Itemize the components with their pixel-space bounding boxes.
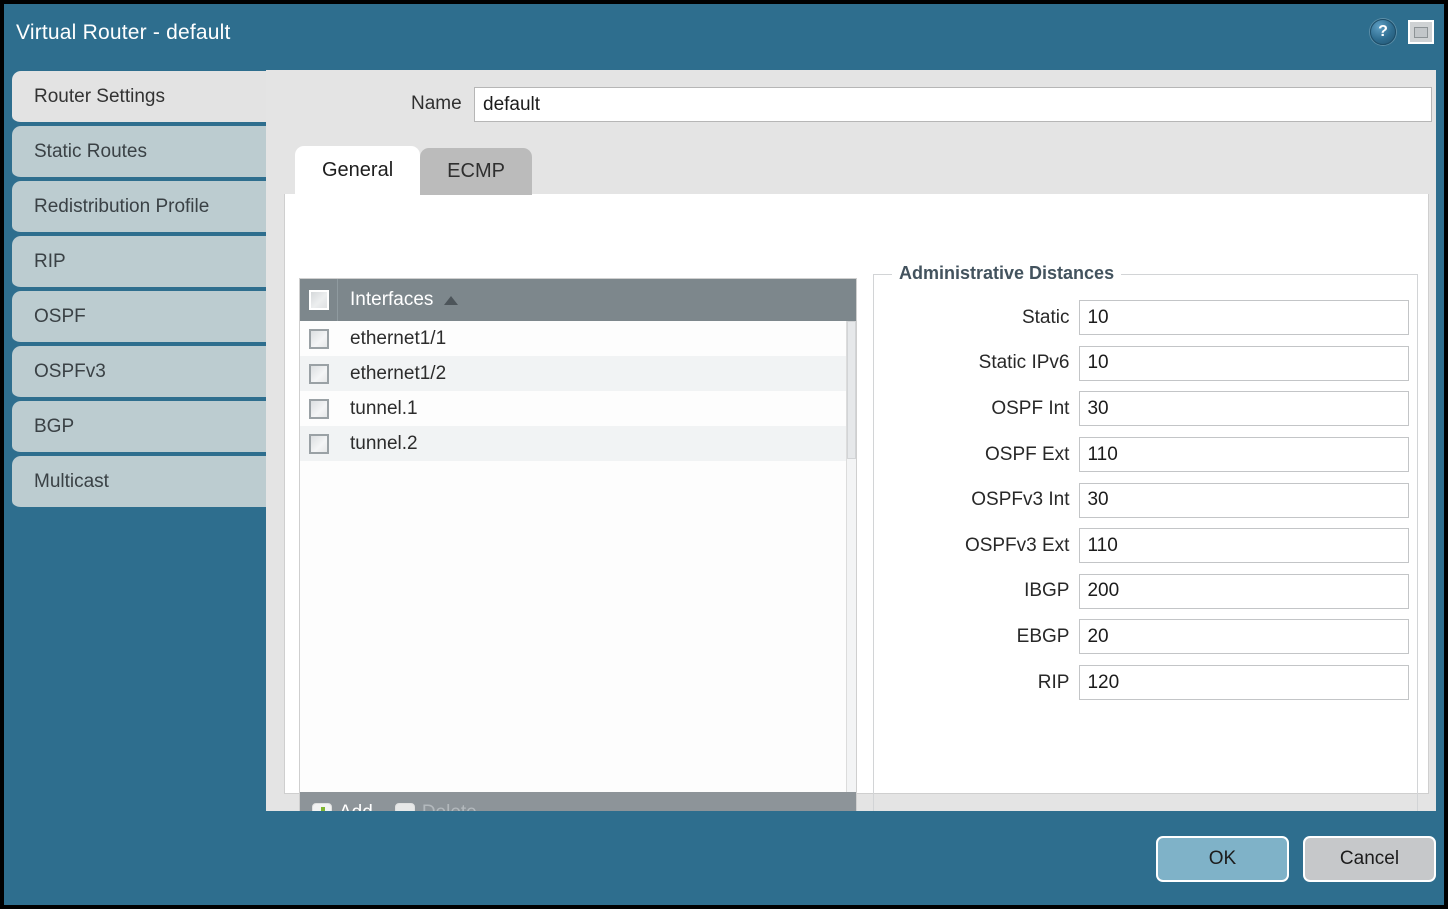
ok-button[interactable]: OK <box>1156 836 1289 882</box>
field-row-ospf-ext: OSPF Ext <box>874 432 1409 478</box>
help-icon-glyph: ? <box>1378 23 1388 40</box>
field-label: Static <box>1021 306 1070 328</box>
select-all-checkbox[interactable] <box>308 290 329 310</box>
row-checkbox[interactable] <box>309 398 329 419</box>
sidebar-item-static-routes[interactable]: Static Routes <box>12 126 266 180</box>
sidebar-item-label: BGP <box>34 415 75 437</box>
table-row[interactable]: tunnel.1 <box>300 391 846 426</box>
interfaces-table: Interfaces ethernet1/1 <box>299 278 857 835</box>
rip-distance-input[interactable] <box>1079 665 1409 701</box>
interface-name: tunnel.1 <box>350 397 418 419</box>
field-row-static-ipv6: Static IPv6 <box>874 341 1409 387</box>
sidebar-item-label: Router Settings <box>34 85 165 107</box>
sidebar-item-bgp[interactable]: BGP <box>12 401 266 455</box>
field-label: OSPF Ext <box>985 443 1070 465</box>
dialog-content: Name General ECMP Interfaces <box>266 70 1436 835</box>
field-label: RIP <box>1037 671 1070 693</box>
virtual-router-dialog: Virtual Router - default ? Router Settin… <box>4 4 1444 905</box>
dialog-title-bar: Virtual Router - default ? <box>4 4 1444 70</box>
field-label: Static IPv6 <box>978 352 1070 374</box>
administrative-distances-legend: Administrative Distances <box>892 263 1122 284</box>
interface-name: tunnel.2 <box>350 432 418 454</box>
interfaces-table-header: Interfaces <box>300 279 856 321</box>
row-checkbox[interactable] <box>309 328 329 349</box>
name-input[interactable] <box>474 87 1432 122</box>
sidebar-item-ospf[interactable]: OSPF <box>12 291 266 345</box>
interface-name: ethernet1/1 <box>350 327 447 349</box>
cancel-button[interactable]: Cancel <box>1303 836 1436 882</box>
scrollbar-thumb[interactable] <box>847 321 856 459</box>
ok-button-label: OK <box>1208 848 1237 869</box>
dialog-footer-buttons: OK Cancel <box>1156 836 1436 882</box>
name-label: Name <box>411 93 462 114</box>
general-tab-panel: Interfaces ethernet1/1 <box>284 194 1429 835</box>
tab-general[interactable]: General <box>295 146 421 195</box>
ospf-int-distance-input[interactable] <box>1079 391 1409 427</box>
row-checkbox[interactable] <box>309 433 329 454</box>
select-all-cell <box>300 279 338 321</box>
column-header-label: Interfaces <box>350 289 434 310</box>
administrative-distances-group: Administrative Distances Static Static I… <box>873 263 1418 835</box>
sidebar-item-label: Static Routes <box>34 140 147 162</box>
field-label: OSPFv3 Ext <box>964 534 1070 556</box>
ebgp-distance-input[interactable] <box>1079 619 1409 655</box>
row-checkbox[interactable] <box>309 363 329 384</box>
table-row[interactable]: ethernet1/1 <box>300 321 846 356</box>
ospfv3-ext-distance-input[interactable] <box>1079 528 1409 564</box>
field-row-ospf-int: OSPF Int <box>874 386 1409 432</box>
sidebar-item-rip[interactable]: RIP <box>12 236 266 290</box>
field-row-ospfv3-ext: OSPFv3 Ext <box>874 523 1409 569</box>
settings-sidebar: Router Settings Static Routes Redistribu… <box>4 70 266 811</box>
field-label: EBGP <box>1016 625 1070 647</box>
row-checkbox-cell <box>300 398 338 419</box>
interfaces-row-list: ethernet1/1 ethernet1/2 tunnel.1 <box>300 321 846 792</box>
sidebar-item-router-settings[interactable]: Router Settings <box>12 71 266 125</box>
static-ipv6-distance-input[interactable] <box>1079 345 1409 381</box>
field-row-static: Static <box>874 295 1409 341</box>
tab-ecmp[interactable]: ECMP <box>420 148 532 195</box>
sidebar-item-label: Multicast <box>34 470 109 492</box>
sidebar-item-label: OSPFv3 <box>34 360 106 382</box>
help-circle-icon[interactable]: ? <box>1370 19 1396 45</box>
sidebar-item-label: Redistribution Profile <box>34 195 210 217</box>
field-label: IBGP <box>1024 580 1070 602</box>
row-checkbox-cell <box>300 363 338 384</box>
field-row-ospfv3-int: OSPFv3 Int <box>874 477 1409 523</box>
tab-label: ECMP <box>447 160 505 182</box>
title-bar-actions: ? <box>1370 19 1434 45</box>
ospfv3-int-distance-input[interactable] <box>1079 482 1409 518</box>
restore-window-icon[interactable] <box>1408 20 1434 44</box>
tab-bar: General ECMP <box>295 146 532 195</box>
caret-up-icon <box>444 295 459 305</box>
name-field-row: Name <box>266 70 1436 138</box>
field-row-rip: RIP <box>874 660 1409 706</box>
static-distance-input[interactable] <box>1079 300 1409 336</box>
sidebar-item-label: OSPF <box>34 305 86 327</box>
sidebar-item-ospfv3[interactable]: OSPFv3 <box>12 346 266 400</box>
interface-name: ethernet1/2 <box>350 362 447 384</box>
ospf-ext-distance-input[interactable] <box>1079 437 1409 473</box>
cancel-button-label: Cancel <box>1339 848 1400 869</box>
sidebar-item-redistribution-profile[interactable]: Redistribution Profile <box>12 181 266 235</box>
table-row[interactable]: tunnel.2 <box>300 426 846 461</box>
tab-label: General <box>322 159 394 181</box>
field-label: OSPF Int <box>991 397 1070 419</box>
table-row[interactable]: ethernet1/2 <box>300 356 846 391</box>
dialog-title: Virtual Router - default <box>16 21 231 44</box>
field-row-ibgp: IBGP <box>874 569 1409 615</box>
ibgp-distance-input[interactable] <box>1079 573 1409 609</box>
sidebar-item-label: RIP <box>34 250 66 272</box>
row-checkbox-cell <box>300 328 338 349</box>
administrative-distances-fields: Static Static IPv6 OSPF Int OSPF Ext <box>874 295 1409 705</box>
dialog-footer: OK Cancel <box>4 811 1444 905</box>
field-row-ebgp: EBGP <box>874 614 1409 660</box>
field-label: OSPFv3 Int <box>971 489 1070 511</box>
column-header-interfaces[interactable]: Interfaces <box>350 289 459 311</box>
sidebar-item-multicast[interactable]: Multicast <box>12 456 266 510</box>
interfaces-scrollbar[interactable] <box>846 321 856 792</box>
row-checkbox-cell <box>300 433 338 454</box>
